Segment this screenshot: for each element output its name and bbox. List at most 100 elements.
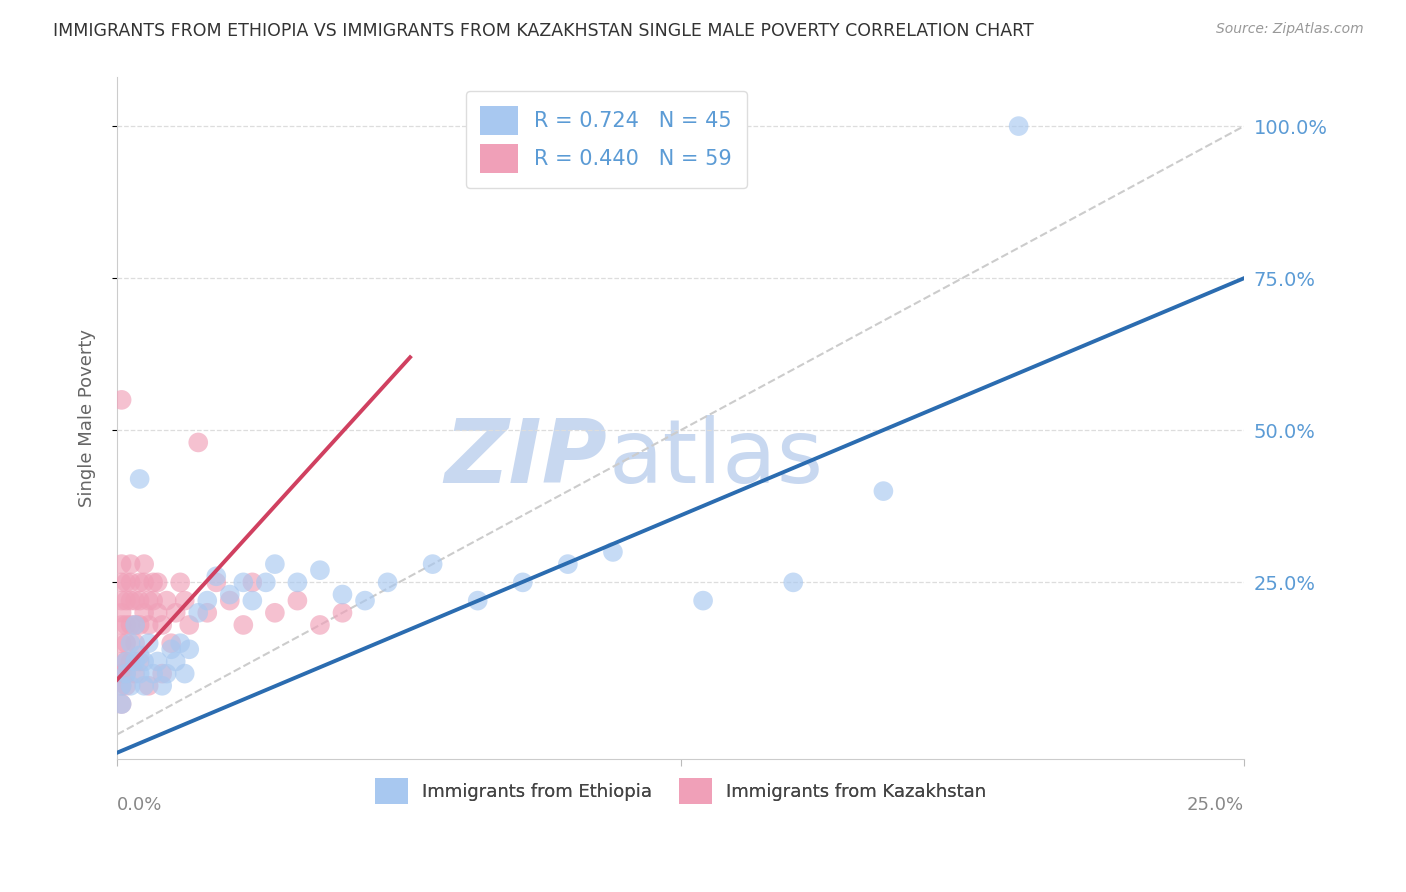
Point (110, 557, 132, 571)
Point (138, 636, 160, 650)
Point (160, 636, 183, 650)
Point (110, 392, 132, 407)
Point (115, 666, 138, 681)
Point (110, 679, 132, 693)
Point (128, 472, 150, 486)
Point (142, 666, 165, 681)
Point (110, 697, 132, 711)
Point (160, 642, 183, 657)
Point (110, 655, 132, 669)
Point (512, 575, 534, 590)
Point (156, 666, 179, 681)
Point (1007, 119, 1029, 133)
Point (173, 666, 195, 681)
Text: IMMIGRANTS FROM ETHIOPIA VS IMMIGRANTS FROM KAZAKHSTAN SINGLE MALE POVERTY CORRE: IMMIGRANTS FROM ETHIOPIA VS IMMIGRANTS F… (53, 22, 1035, 40)
Point (179, 618, 201, 632)
Point (872, 484, 894, 499)
Point (309, 618, 332, 632)
Point (146, 655, 169, 669)
Point (287, 575, 309, 590)
Point (128, 593, 150, 607)
Point (110, 593, 132, 607)
Point (150, 618, 173, 632)
Point (263, 557, 285, 571)
Point (240, 575, 263, 590)
Point (124, 618, 146, 632)
Point (115, 636, 138, 650)
Point (120, 636, 142, 650)
Point (195, 593, 218, 607)
Point (254, 575, 277, 590)
Point (120, 575, 142, 590)
Point (110, 606, 132, 620)
Point (232, 618, 254, 632)
Point (467, 593, 489, 607)
Point (218, 588, 240, 602)
Point (124, 593, 146, 607)
Text: 25.0%: 25.0% (1187, 797, 1244, 814)
Point (138, 618, 160, 632)
Point (218, 593, 240, 607)
Text: Source: ZipAtlas.com: Source: ZipAtlas.com (1216, 22, 1364, 37)
Point (287, 593, 309, 607)
Point (240, 593, 263, 607)
Point (232, 575, 254, 590)
Point (128, 666, 150, 681)
Point (377, 575, 399, 590)
Point (422, 557, 444, 571)
Point (142, 575, 165, 590)
Point (165, 655, 187, 669)
Point (134, 575, 156, 590)
Point (692, 593, 714, 607)
Point (782, 575, 804, 590)
Point (110, 636, 132, 650)
Point (146, 575, 169, 590)
Point (120, 655, 142, 669)
Y-axis label: Single Male Poverty: Single Male Poverty (79, 329, 96, 508)
Point (205, 569, 228, 583)
Point (309, 563, 332, 577)
Point (110, 575, 132, 590)
Point (115, 575, 138, 590)
Point (557, 557, 579, 571)
Point (156, 593, 179, 607)
Point (124, 666, 146, 681)
Text: atlas: atlas (609, 416, 824, 502)
Point (115, 679, 138, 693)
Point (110, 697, 132, 711)
Point (602, 545, 624, 559)
Point (138, 679, 160, 693)
Point (110, 679, 132, 693)
Point (128, 655, 150, 669)
Point (115, 666, 138, 681)
Point (332, 606, 354, 620)
Point (187, 606, 209, 620)
Point (146, 606, 169, 620)
Point (165, 606, 187, 620)
Point (134, 606, 156, 620)
Point (110, 618, 132, 632)
Point (142, 593, 165, 607)
Point (134, 655, 156, 669)
Point (169, 575, 191, 590)
Point (150, 666, 173, 681)
Point (124, 636, 146, 650)
Point (120, 593, 142, 607)
Text: ZIP: ZIP (444, 416, 607, 502)
Point (173, 593, 195, 607)
Point (115, 618, 138, 632)
Point (332, 588, 354, 602)
Point (124, 655, 146, 669)
Legend: Immigrants from Ethiopia, Immigrants from Kazakhstan: Immigrants from Ethiopia, Immigrants fro… (368, 771, 993, 811)
Point (187, 435, 209, 450)
Point (115, 593, 138, 607)
Point (134, 557, 156, 571)
Point (150, 679, 173, 693)
Point (124, 618, 146, 632)
Point (120, 679, 142, 693)
Text: 0.0%: 0.0% (117, 797, 163, 814)
Point (120, 618, 142, 632)
Point (115, 655, 138, 669)
Point (179, 642, 201, 657)
Point (128, 575, 150, 590)
